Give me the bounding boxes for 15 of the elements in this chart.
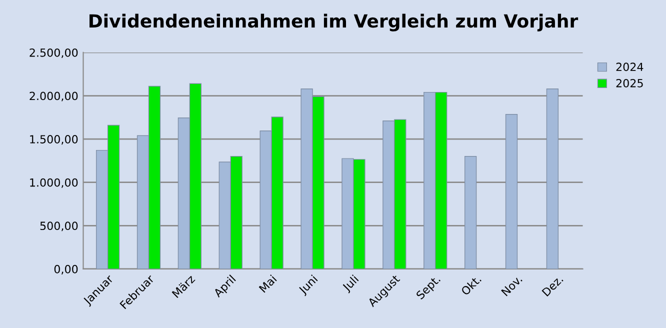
- y-tick-label: 2.000,00: [30, 92, 78, 102]
- x-tick-label: Dez.: [542, 274, 564, 297]
- y-tick-label: 1.000,00: [30, 178, 78, 188]
- x-tick-label: Okt.: [460, 274, 482, 296]
- bar: [464, 156, 477, 269]
- bar: [546, 88, 559, 269]
- legend-label: 2025: [616, 78, 643, 88]
- bar: [505, 114, 518, 269]
- y-tick-label: 2.500,00: [30, 48, 78, 58]
- y-tick-label: 0,00: [54, 264, 78, 274]
- x-tick-label: Mai: [258, 274, 277, 293]
- y-tick-label: 1.500,00: [30, 135, 78, 145]
- legend-label: 2024: [616, 62, 644, 72]
- y-tick-label: 500,00: [40, 222, 78, 232]
- chart-title: Dividendeneinnahmen im Vergleich zum Vorjahr: [90, 14, 578, 32]
